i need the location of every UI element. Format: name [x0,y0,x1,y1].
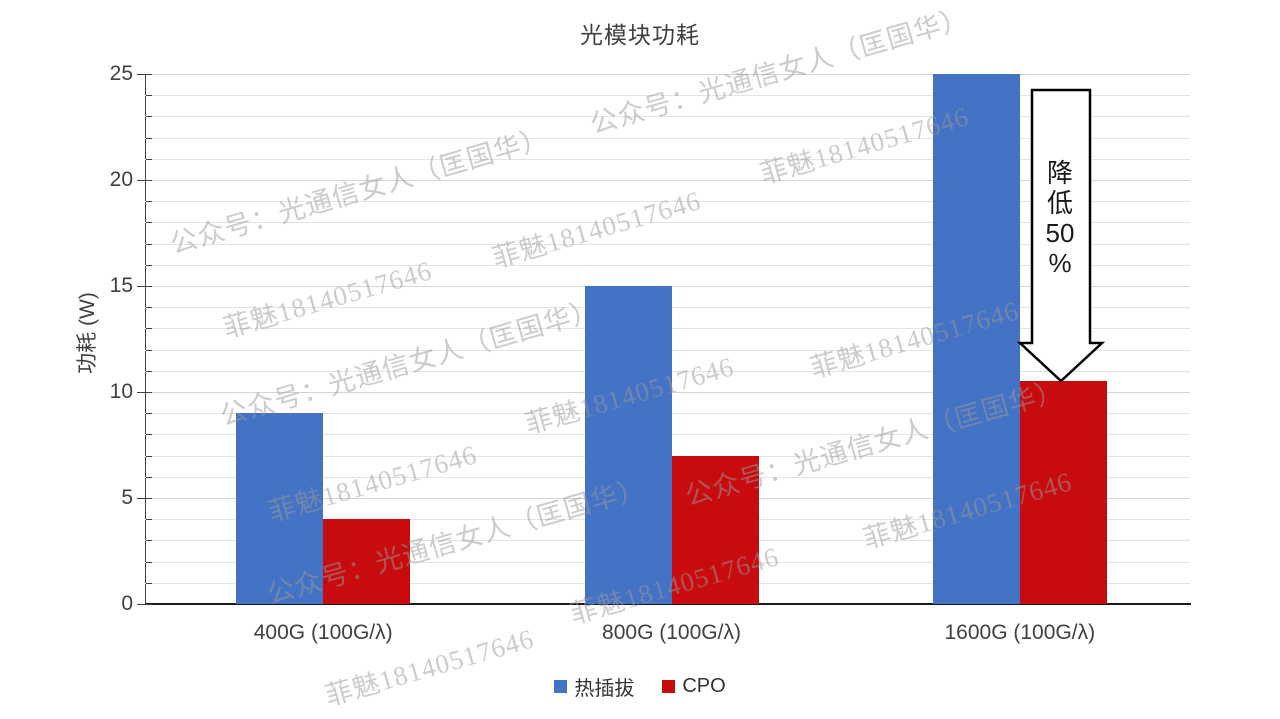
y-minor-tick [146,158,152,160]
down-arrow-icon [1016,88,1106,383]
y-minor-tick [146,582,152,584]
gridline [145,74,1190,75]
y-minor-tick [146,476,152,478]
legend-swatch-icon [554,679,568,693]
y-major-tick [137,286,152,287]
gridline [145,201,1190,203]
legend-item: 热插拔 [554,672,634,701]
y-major-tick [137,180,152,181]
bar-series1 [236,413,324,604]
y-axis-line [145,74,146,604]
y-minor-tick [146,116,152,118]
x-axis-line [145,603,1191,605]
gridline [145,137,1190,139]
y-tick-label: 5 [121,486,133,509]
y-major-tick [137,74,152,75]
category-label: 800G (100G/λ) [602,621,741,644]
chart-title: 光模块功耗 [580,22,700,48]
gridline [145,222,1190,224]
y-tick-label: 10 [109,380,133,403]
legend: 热插拔 CPO [0,668,1280,704]
y-minor-tick [146,455,152,457]
y-minor-tick [146,349,152,351]
y-minor-tick [146,561,152,563]
y-minor-tick [146,201,152,203]
y-minor-tick [146,264,152,266]
gridline [145,243,1190,245]
bar-series2 [671,455,759,604]
y-minor-tick [146,413,152,415]
bar-series1 [584,286,672,604]
y-tick-label: 25 [109,62,133,85]
y-major-tick [137,392,152,393]
legend-swatch-icon [662,679,676,693]
y-minor-tick [146,328,152,330]
bar-series2 [323,519,411,604]
annotation-line: % [1048,248,1072,278]
bar-series2 [1019,381,1107,604]
y-minor-tick [146,519,152,521]
legend-item: CPO [662,674,726,698]
category-label: 1600G (100G/λ) [944,621,1096,644]
y-minor-tick [146,307,152,309]
gridline [145,95,1190,97]
annotation-line: 降 [1046,158,1073,188]
legend-label: 热插拔 [574,677,635,700]
bar-series1 [932,74,1020,604]
annotation-line: 低 [1046,188,1073,218]
annotation-line: 50 [1045,218,1075,248]
y-minor-tick [146,95,152,97]
y-minor-tick [146,370,152,372]
y-tick-label: 20 [109,168,133,191]
y-minor-tick [146,137,152,139]
legend-label: CPO [682,674,726,697]
y-tick-label: 0 [121,592,133,615]
gridline [145,116,1190,118]
y-minor-tick [146,222,152,224]
gridline [145,158,1190,160]
decrease-annotation: 降 低 50 % [1014,86,1106,386]
gridline [145,180,1190,181]
gridline [145,264,1190,266]
y-tick-label: 15 [109,274,133,297]
y-minor-tick [146,243,152,245]
y-major-tick [137,498,152,499]
y-minor-tick [146,540,152,542]
y-major-tick [137,604,152,605]
category-label: 400G (100G/λ) [253,621,393,644]
y-minor-tick [146,434,152,436]
annotation-text: 降 低 50 % [1014,158,1106,278]
